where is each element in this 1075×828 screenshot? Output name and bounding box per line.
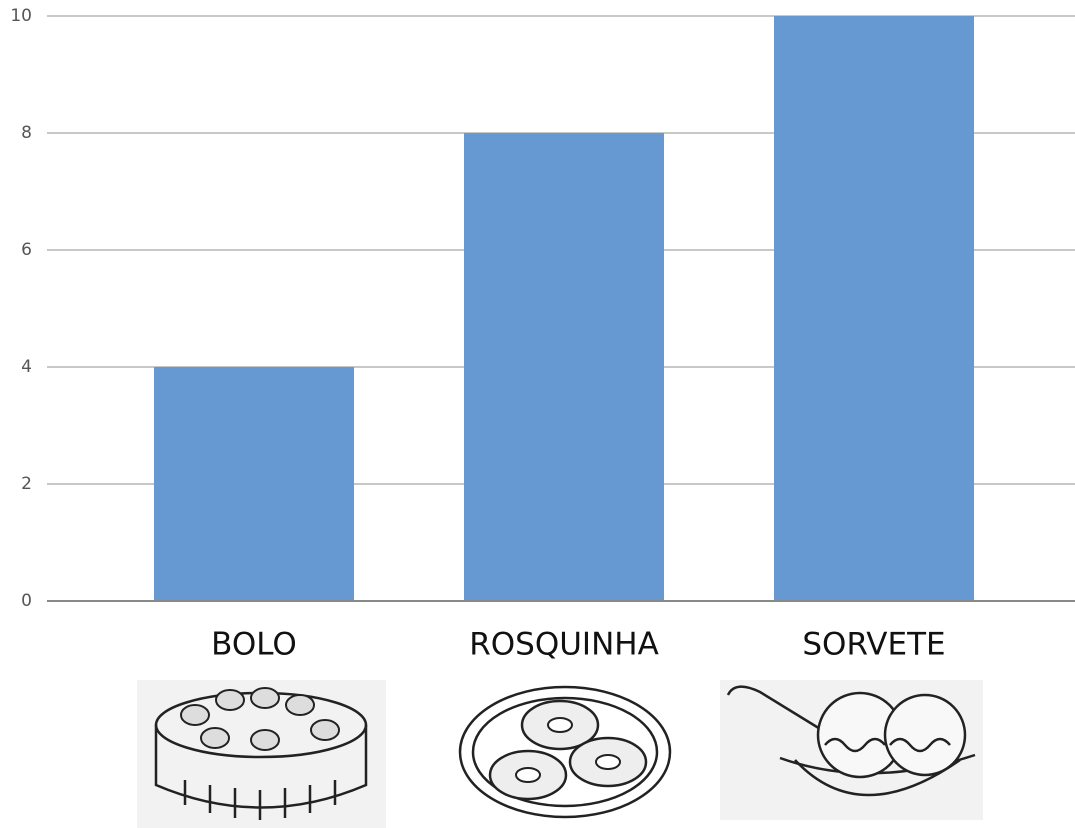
y-tick-label: 2	[21, 474, 32, 494]
ice-cream-illustration	[720, 680, 983, 820]
y-tick-label: 8	[21, 123, 32, 143]
y-tick-label: 10	[10, 6, 32, 26]
bar	[774, 16, 974, 601]
x-tick-label: ROSQUINHA	[469, 627, 659, 663]
bar	[464, 133, 664, 601]
y-tick-label: 4	[21, 357, 32, 377]
y-tick-label: 6	[21, 240, 32, 260]
x-tick-label: BOLO	[211, 627, 297, 663]
x-tick-label: SORVETE	[802, 627, 945, 663]
donut-illustration	[458, 685, 672, 819]
bar	[154, 367, 354, 601]
cake-illustration	[137, 680, 386, 828]
y-tick-label: 0	[21, 591, 32, 611]
